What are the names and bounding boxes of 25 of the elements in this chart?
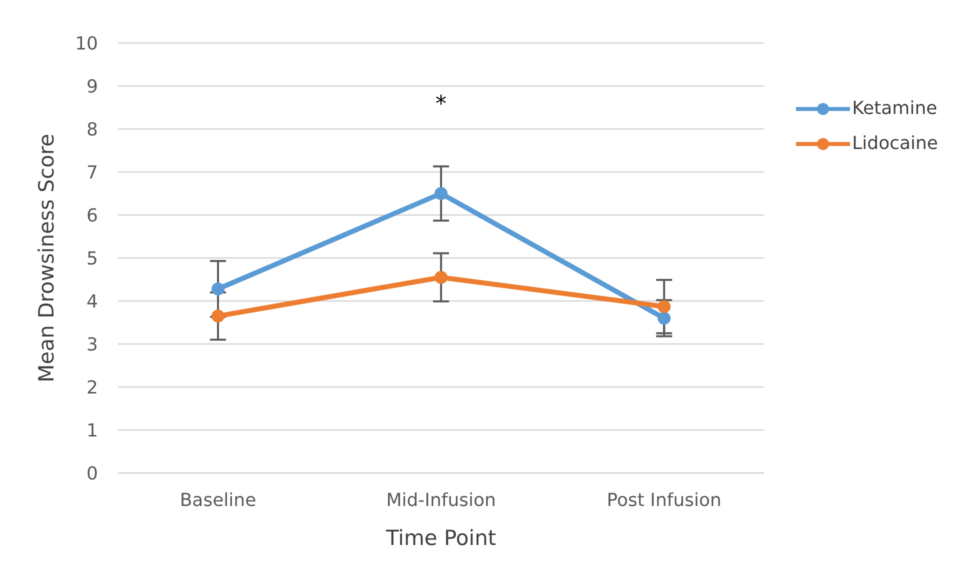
y-tick-label: 2 — [86, 377, 98, 398]
x-axis-title: Time Point — [384, 526, 496, 550]
point — [212, 310, 224, 323]
y-tick-label: 1 — [86, 420, 98, 442]
point — [434, 187, 448, 200]
y-tick-label: 9 — [86, 76, 98, 98]
point — [434, 270, 448, 284]
legend-label: Ketamine — [852, 98, 938, 119]
y-axis-title: Mean Drowsiness Score — [34, 134, 58, 382]
x-tick-label: Baseline — [180, 490, 256, 511]
point — [658, 312, 671, 325]
annotation: * — [436, 92, 447, 118]
point — [658, 300, 671, 314]
y-tick-label: 0 — [86, 463, 98, 484]
y-tick-label: 5 — [86, 248, 98, 270]
y-tick-label: 3 — [86, 334, 98, 356]
y-tick-label: 7 — [86, 162, 98, 184]
point — [212, 282, 224, 296]
x-tick-label: Mid-Infusion — [386, 490, 496, 511]
y-tick-label: 4 — [86, 291, 98, 312]
y-tick-label: 10 — [75, 33, 98, 54]
legend-label: Lidocaine — [852, 133, 938, 154]
x-tick-label: Post Infusion — [606, 490, 722, 511]
y-tick-label: 8 — [86, 119, 98, 140]
y-tick-label: 6 — [86, 205, 98, 226]
